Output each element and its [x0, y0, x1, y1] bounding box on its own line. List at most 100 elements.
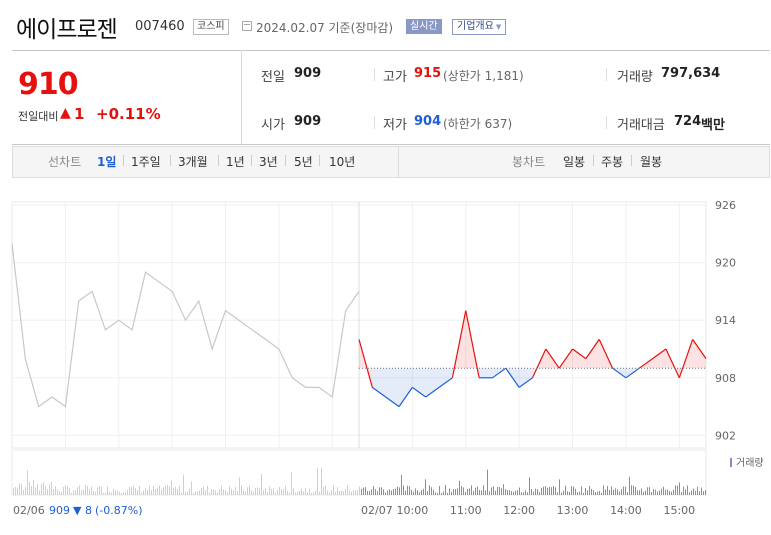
volume-bar: [401, 474, 402, 495]
prev-close-value: 909: [294, 66, 322, 81]
volume-bar: [513, 491, 514, 495]
summary-divider: [241, 50, 242, 144]
volume-bar: [131, 487, 132, 495]
volume-bar: [119, 491, 120, 495]
volume-bar: [705, 490, 706, 495]
today-line-segment: [398, 387, 413, 407]
today-line-segment: [531, 348, 547, 379]
volume-bar: [63, 486, 64, 495]
volume-bar: [343, 490, 344, 495]
volume-bar: [263, 490, 264, 495]
volume-bar: [577, 492, 578, 495]
volume-bar: [623, 486, 624, 495]
volume-bar: [207, 485, 208, 495]
volume-bar: [61, 491, 62, 495]
volume-bar: [371, 489, 372, 495]
period-1y-tab[interactable]: 1년: [226, 155, 245, 169]
realtime-button[interactable]: 실시간: [406, 19, 442, 34]
volume-bar: [101, 486, 102, 495]
today-line-segment: [625, 367, 640, 379]
volume-bar: [173, 487, 174, 495]
volume-bar: [619, 491, 620, 495]
volume-bar: [451, 492, 452, 495]
volume-bar: [617, 489, 618, 495]
volume-bar: [259, 488, 260, 495]
volume-bar: [193, 492, 194, 495]
volume-bar: [697, 486, 698, 495]
volume-bar: [625, 486, 626, 495]
period-3m-tab[interactable]: 3개월: [178, 155, 208, 169]
volume-bar: [187, 491, 188, 495]
x-tick-label: 12:00: [503, 504, 535, 517]
volume-bar: [39, 490, 40, 495]
nav-separator: [170, 155, 171, 166]
volume-bar: [223, 489, 224, 495]
y-tick-label: 926: [715, 199, 736, 212]
today-line-segment: [638, 358, 653, 369]
volume-bar: [365, 487, 366, 495]
volume-bar: [311, 492, 312, 495]
summary-separator: [374, 116, 375, 129]
volume-bar: [47, 489, 48, 495]
volume-bar: [305, 487, 306, 495]
today-line-segment: [492, 367, 507, 379]
upper-limit: (상한가 1,181): [443, 69, 524, 83]
volume-bar: [367, 490, 368, 495]
volume-bar: [199, 490, 200, 495]
volume-bar: [247, 487, 248, 495]
period-1d-tab[interactable]: 1일: [97, 155, 117, 169]
today-line-segment: [585, 339, 600, 359]
volume-bar: [175, 486, 176, 495]
line-chart-label: 선차트: [48, 155, 82, 169]
amount-unit: 백만: [701, 118, 725, 133]
volume-bar: [337, 487, 338, 495]
volume-bar: [65, 485, 66, 495]
volume-bar: [31, 486, 32, 495]
volume-bar: [687, 485, 688, 495]
candle-weekly-tab[interactable]: 주봉: [601, 155, 624, 169]
period-10y-tab[interactable]: 10년: [329, 155, 356, 169]
volume-bar: [149, 485, 150, 495]
volume-bar: [315, 490, 316, 495]
volume-bar: [117, 490, 118, 495]
prev-day-info-text: ▼ 8: [73, 504, 92, 517]
volume-bar: [73, 490, 74, 495]
period-3y-tab[interactable]: 3년: [259, 155, 278, 169]
volume-bar: [141, 492, 142, 495]
volume-bar: [459, 480, 460, 495]
open-label: 시가: [261, 118, 285, 133]
volume-bar: [179, 485, 180, 495]
volume-bar: [221, 485, 222, 495]
today-line-segment: [545, 348, 560, 369]
volume-bar: [51, 481, 52, 495]
volume-bar: [321, 467, 322, 495]
volume-bar: [319, 491, 320, 495]
volume-bar: [325, 485, 326, 495]
company-info-button[interactable]: 기업개요 ▼: [452, 19, 507, 35]
volume-bar: [129, 486, 130, 495]
volume-bar: [29, 481, 30, 495]
nav-separator: [285, 155, 286, 166]
volume-bar: [677, 485, 678, 495]
volume-bar: [163, 487, 164, 495]
period-1w-tab[interactable]: 1주일: [131, 155, 161, 169]
volume-bar: [547, 487, 548, 495]
period-5y-tab[interactable]: 5년: [294, 155, 313, 169]
prev-day-info-text: 909: [49, 504, 70, 517]
volume-bar: [203, 486, 204, 495]
volume-bar: [489, 491, 490, 495]
page-title: 에이프로젠: [16, 17, 118, 43]
candle-monthly-tab[interactable]: 월봉: [640, 155, 663, 169]
volume-bar: [425, 479, 426, 495]
volume-bar: [399, 487, 400, 495]
volume-bar: [481, 490, 482, 495]
chevron-down-icon: ▼: [495, 23, 502, 31]
volume-bar: [347, 485, 348, 495]
volume-bar: [447, 492, 448, 495]
candle-daily-tab[interactable]: 일봉: [563, 155, 586, 169]
volume-bar: [357, 489, 358, 495]
amount-value: 724: [674, 114, 702, 129]
amount-label: 거래대금: [617, 118, 665, 133]
today-line-segment: [465, 310, 480, 378]
volume-bar: [703, 491, 704, 495]
